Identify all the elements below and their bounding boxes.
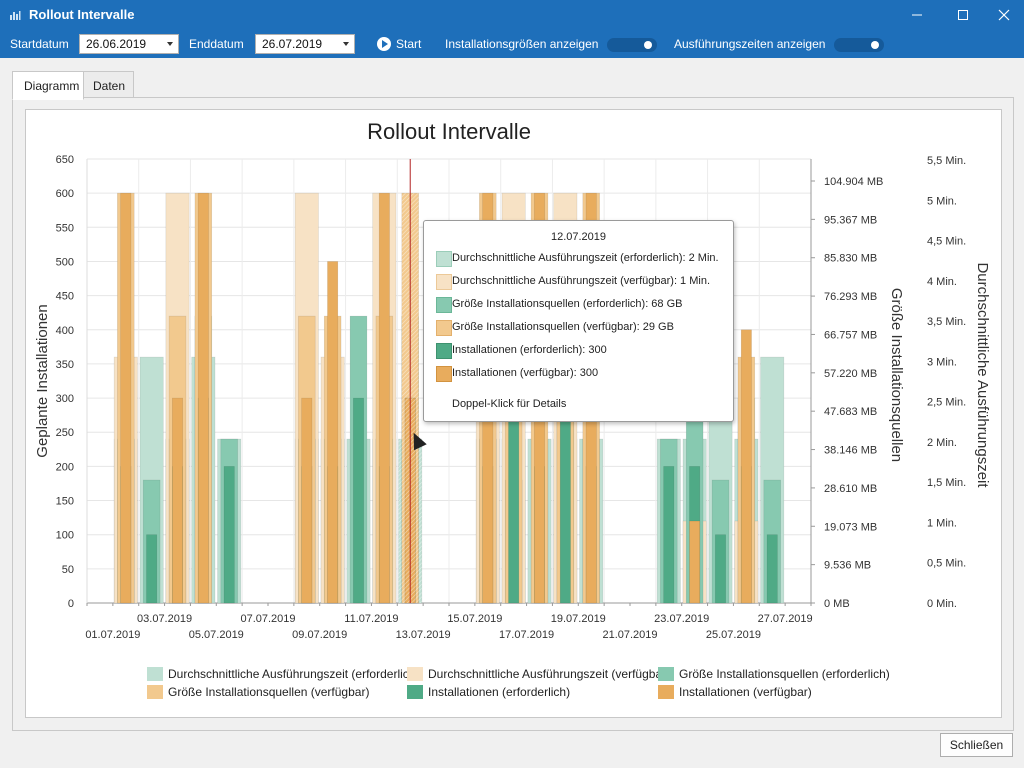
tab-daten[interactable]: Daten	[82, 71, 134, 99]
close-icon	[998, 9, 1010, 21]
tooltip-text: Durchschnittliche Ausführungszeit (verfü…	[452, 275, 711, 287]
tooltip-text: Größe Installationsquellen (erforderlich…	[452, 298, 683, 310]
minimize-button[interactable]	[894, 0, 940, 30]
legend-label: Größe Installationsquellen (verfügbar)	[168, 685, 370, 699]
toggle-exec-times[interactable]	[834, 38, 884, 52]
tab-diagramm-label: Diagramm	[24, 79, 80, 93]
toggle-install-sizes-label: Installationsgrößen anzeigen	[445, 37, 599, 51]
legend-label: Installationen (erforderlich)	[428, 685, 571, 699]
maximize-icon	[958, 10, 968, 20]
tooltip-date: 12.07.2019	[550, 231, 607, 243]
legend-swatch	[407, 667, 423, 681]
tooltip-swatch	[436, 320, 452, 336]
tooltip-text: Größe Installationsquellen (verfügbar): …	[452, 321, 674, 333]
tooltip-swatch	[436, 343, 452, 359]
toggle-exec-times-label: Ausführungszeiten anzeigen	[674, 37, 826, 51]
chevron-down-icon	[167, 42, 173, 46]
chart-tooltip: 12.07.2019 Durchschnittliche Ausführungs…	[423, 220, 734, 422]
start-date-label: Startdatum	[10, 37, 69, 51]
legend-swatch	[407, 685, 423, 699]
tooltip-swatch	[436, 297, 452, 313]
tooltip-swatch	[436, 251, 452, 267]
chart-app-icon	[10, 11, 21, 20]
legend-label: Installationen (verfügbar)	[679, 685, 812, 699]
start-date-picker[interactable]: 26.06.2019	[79, 34, 179, 54]
close-button[interactable]: Schließen	[940, 733, 1013, 757]
legend-swatch	[658, 685, 674, 699]
end-date-picker[interactable]: 26.07.2019	[255, 34, 355, 54]
toolbar: Startdatum 26.06.2019 Enddatum 26.07.201…	[0, 30, 1024, 58]
maximize-button[interactable]	[940, 0, 986, 30]
window-title: Rollout Intervalle	[29, 7, 135, 22]
tooltip-footer: Doppel-Klick für Details	[452, 398, 567, 410]
start-date-value: 26.06.2019	[86, 37, 147, 51]
tooltip-text: Installationen (erforderlich): 300	[452, 344, 607, 356]
end-date-label: Enddatum	[189, 37, 244, 51]
tooltip-swatch	[436, 366, 452, 382]
end-date-value: 26.07.2019	[262, 37, 323, 51]
tab-daten-label: Daten	[93, 79, 126, 93]
tooltip-text: Installationen (verfügbar): 300	[452, 367, 599, 379]
legend-swatch	[147, 685, 163, 699]
legend-label: Durchschnittliche Ausführungszeit (erfor…	[168, 667, 420, 681]
start-button[interactable]: Start	[396, 37, 422, 51]
chevron-down-icon	[343, 42, 349, 46]
play-icon[interactable]	[377, 37, 391, 51]
toggle-install-sizes[interactable]	[607, 38, 657, 52]
legend-swatch	[658, 667, 674, 681]
tooltip-text: Durchschnittliche Ausführungszeit (erfor…	[452, 252, 719, 264]
legend-label: Durchschnittliche Ausführungszeit (verfü…	[428, 667, 671, 681]
title-bar: Rollout Intervalle	[0, 0, 1024, 30]
close-button-label: Schließen	[949, 738, 1004, 752]
minimize-icon	[912, 14, 922, 16]
tab-diagramm[interactable]: Diagramm	[12, 71, 84, 100]
close-window-button[interactable]	[984, 0, 1024, 30]
legend-swatch	[147, 667, 163, 681]
legend-label: Größe Installationsquellen (erforderlich…	[679, 667, 890, 681]
tooltip-swatch	[436, 274, 452, 290]
